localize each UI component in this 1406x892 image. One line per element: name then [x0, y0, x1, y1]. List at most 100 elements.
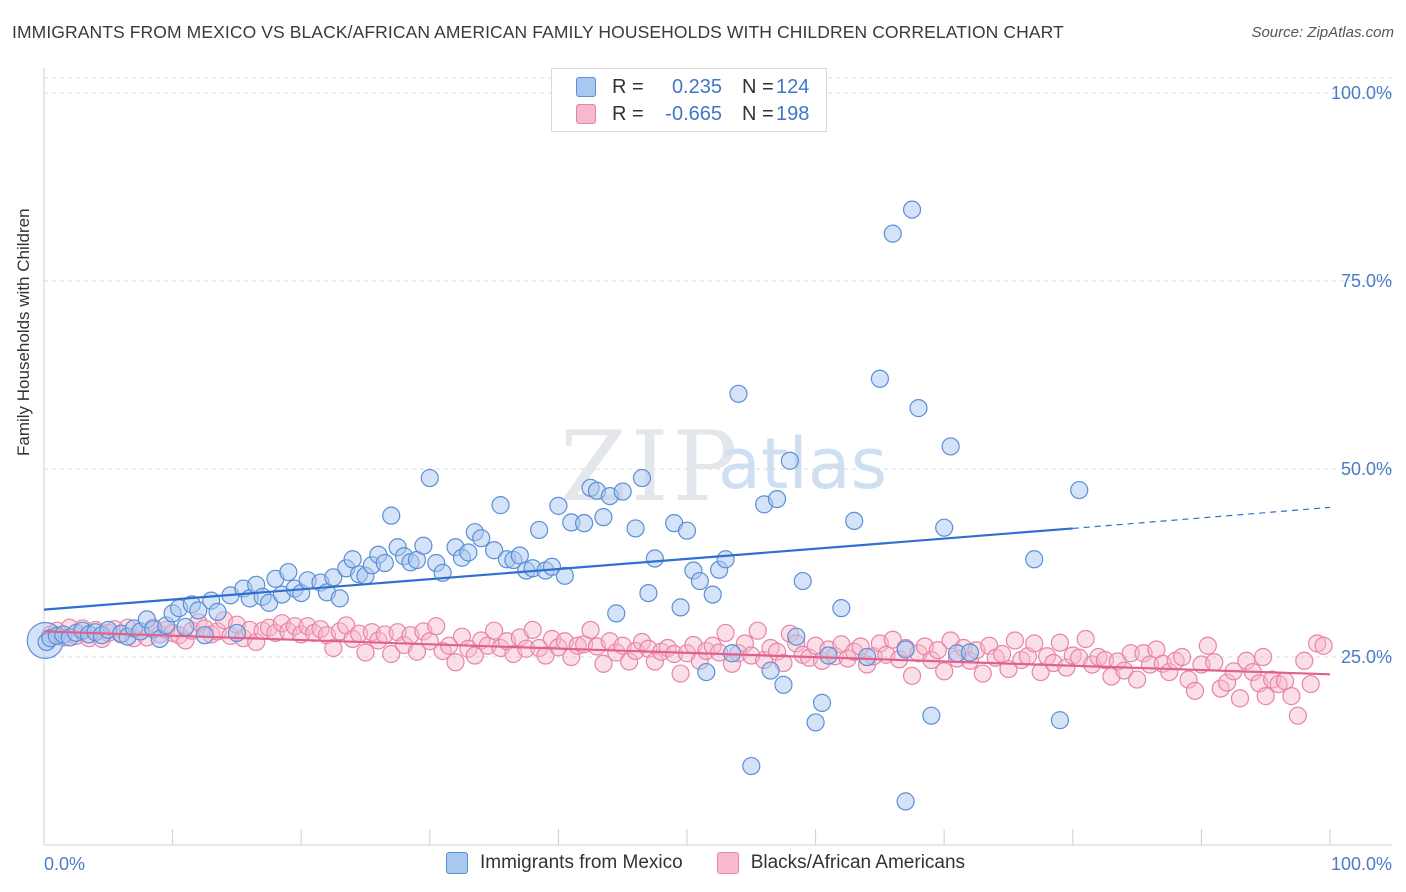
data-point-mexico [774, 675, 793, 694]
data-point-blacks [1314, 636, 1333, 655]
data-point-mexico [1025, 550, 1044, 569]
data-point-mexico [845, 511, 864, 531]
data-point-blacks [446, 653, 465, 672]
data-point-blacks [935, 662, 954, 681]
data-point-blacks [1301, 674, 1320, 694]
data-point-blacks [1121, 644, 1140, 663]
data-point-mexico [626, 519, 645, 538]
data-point-mexico [883, 224, 902, 243]
legend-n-label: N = [742, 102, 774, 125]
watermark-atlas: atlas [718, 423, 887, 505]
data-point-blacks [665, 644, 684, 664]
watermark-zip: ZIP [560, 411, 741, 523]
source-label: Source: ZipAtlas.com [1251, 24, 1394, 41]
x-tick-label: 100.0% [1331, 854, 1392, 874]
legend-r-value: 0.235 [671, 75, 722, 98]
data-point-mexico [806, 713, 825, 732]
data-point-mexico [414, 536, 433, 555]
data-point-mexico [530, 520, 549, 540]
data-point-blacks [1256, 687, 1275, 706]
data-point-mexico [542, 557, 562, 576]
data-point-blacks [1205, 653, 1224, 672]
data-point-blacks [1173, 647, 1192, 667]
trend-layer [43, 506, 1331, 676]
data-point-mexico [189, 601, 208, 620]
data-point-mexico [677, 521, 697, 540]
data-point-blacks [928, 641, 947, 660]
data-point-blacks [1050, 633, 1070, 652]
data-point-blacks [485, 621, 504, 640]
data-point-mexico [1050, 711, 1070, 730]
data-point-mexico [857, 647, 877, 667]
x-tick-label: 0.0% [44, 854, 85, 874]
data-point-blacks [465, 646, 484, 665]
data-point-blacks [1230, 689, 1250, 708]
axis-layer [43, 68, 1392, 846]
data-point-blacks [1218, 673, 1237, 692]
data-point-mexico [472, 529, 491, 548]
data-point-mexico [510, 546, 529, 565]
data-point-mexico [870, 369, 890, 388]
data-point-mexico [922, 706, 941, 725]
data-point-mexico [549, 496, 568, 515]
legend-swatch-mexico [576, 77, 596, 97]
legend-row-mexico: R = 0.235 N = 124 [576, 74, 809, 100]
data-point-mexico [690, 571, 709, 591]
data-point-mexico [793, 571, 812, 591]
data-point-mexico [632, 468, 652, 488]
legend-row-blacks: R = -0.665 N = 198 [576, 101, 809, 127]
data-point-mexico [176, 617, 195, 637]
data-point-mexico [594, 508, 613, 527]
data-point-blacks [1288, 706, 1307, 725]
data-point-blacks [1275, 671, 1295, 691]
y-tick-label: 50.0% [1341, 459, 1392, 479]
y-axis-label: Family Households with Children [14, 208, 33, 456]
tick-layer: 25.0% 50.0% 75.0% 100.0% 0.0% 100.0% [44, 83, 1392, 874]
data-point-mexico [935, 518, 954, 537]
data-point-blacks [883, 630, 902, 649]
data-point-blacks [581, 620, 600, 640]
data-point-blacks [716, 623, 735, 643]
data-point-mexico [761, 661, 780, 680]
data-point-mexico [613, 482, 632, 501]
data-point-blacks [671, 664, 690, 683]
data-point-mexico [645, 549, 664, 568]
series-mexico-points [26, 200, 1089, 811]
data-point-blacks [594, 654, 613, 673]
legend-swatch-blacks [576, 104, 596, 124]
data-point-mexico [960, 643, 980, 662]
data-point-mexico [208, 602, 227, 621]
legend-n-value: 198 [776, 102, 810, 125]
legend-item-blacks: Blacks/African Americans [716, 852, 965, 874]
data-point-blacks [324, 638, 343, 658]
chart-title: IMMIGRANTS FROM MEXICO VS BLACK/AFRICAN … [12, 22, 1064, 42]
data-point-mexico [902, 200, 922, 219]
data-point-mexico [330, 589, 349, 608]
trend-line-mexico [43, 527, 1073, 611]
data-point-mexico [1070, 480, 1089, 500]
data-point-blacks [607, 643, 626, 662]
data-point-mexico [716, 550, 735, 569]
data-point-blacks [1295, 651, 1314, 670]
data-point-mexico [375, 553, 394, 573]
data-point-mexico [742, 756, 761, 776]
data-point-blacks [1076, 629, 1095, 649]
y-tick-label: 75.0% [1341, 271, 1392, 291]
data-point-blacks [902, 666, 922, 685]
data-point-blacks [973, 664, 992, 683]
series-legend: Immigrants from Mexico Blacks/African Am… [446, 852, 999, 874]
data-point-blacks [1005, 631, 1025, 650]
data-point-mexico [909, 399, 928, 418]
legend-r-value: -0.665 [665, 102, 722, 125]
stats-legend: R = 0.235 N = 124 R = -0.665 N = 198 [551, 68, 827, 132]
data-point-blacks [1254, 647, 1273, 667]
data-point-blacks [536, 646, 555, 665]
data-point-mexico [812, 693, 832, 712]
data-point-blacks [992, 644, 1012, 664]
data-point-blacks [1198, 636, 1217, 655]
y-tick-label: 25.0% [1341, 647, 1392, 667]
data-point-blacks [1185, 681, 1205, 700]
data-point-mexico [832, 599, 851, 618]
legend-r-label: R = [612, 102, 644, 125]
